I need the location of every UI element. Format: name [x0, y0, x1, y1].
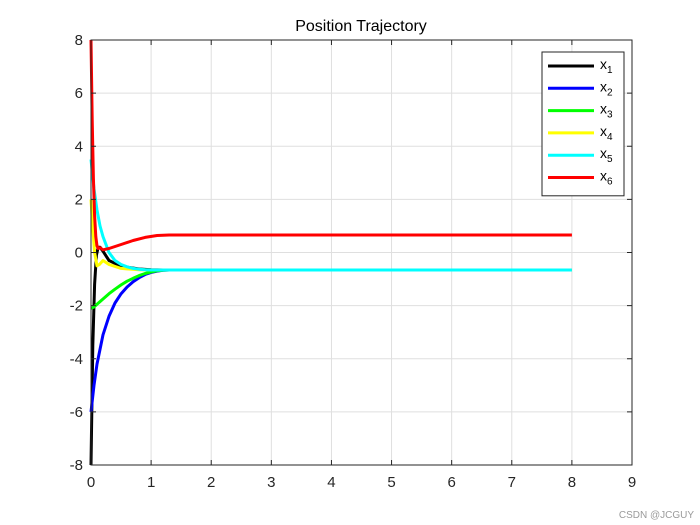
x-tick-label: 2 [207, 474, 215, 491]
legend-box [541, 51, 625, 197]
legend-label-x6: x6 [600, 168, 613, 188]
x-tick-label: 6 [447, 474, 455, 491]
x-tick-label: 1 [147, 474, 155, 491]
y-tick-label: 4 [75, 138, 83, 155]
x-tick-label: 9 [628, 474, 636, 491]
legend-label-x3: x3 [600, 101, 613, 121]
y-tick-label: -6 [70, 404, 83, 421]
legend-label-x2: x2 [600, 78, 613, 98]
legend-label-x5: x5 [600, 145, 613, 165]
y-tick-label: 0 [75, 245, 83, 262]
series-line-x5 [89, 159, 572, 272]
y-tick-label: -4 [70, 351, 83, 368]
legend-label-x4: x4 [600, 123, 613, 143]
x-tick-label: 0 [87, 474, 95, 491]
x-tick-label: 7 [508, 474, 516, 491]
chart-title: Position Trajectory [295, 18, 427, 35]
y-tick-label: -8 [70, 457, 83, 474]
series-line-x6 [89, 39, 572, 252]
legend-label-x1: x1 [600, 56, 613, 76]
y-tick-label: 8 [75, 32, 83, 49]
x-tick-label: 8 [568, 474, 576, 491]
watermark: CSDN @JCGUY [618, 510, 694, 521]
x-tick-label: 4 [327, 474, 335, 491]
y-tick-label: -2 [70, 298, 83, 315]
series-lines [89, 39, 572, 466]
x-tick-label: 5 [387, 474, 395, 491]
y-tick-label: 2 [75, 191, 83, 208]
x-tick-label: 3 [267, 474, 275, 491]
axis-ticks: 0 1 2 3 4 5 6 7 8 9 -8 -6 -4 -2 0 2 4 6 8 [70, 32, 637, 491]
y-tick-label: 6 [75, 85, 83, 102]
